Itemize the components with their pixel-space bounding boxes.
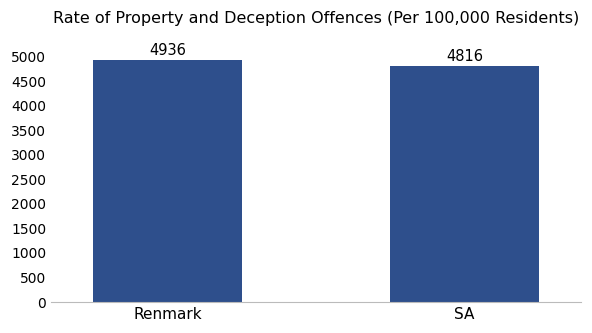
Text: 4816: 4816 [446, 49, 483, 64]
Text: 4936: 4936 [149, 43, 186, 58]
Title: Rate of Property and Deception Offences (Per 100,000 Residents): Rate of Property and Deception Offences … [53, 11, 579, 26]
Bar [94, 60, 242, 302]
Bar [390, 66, 539, 302]
